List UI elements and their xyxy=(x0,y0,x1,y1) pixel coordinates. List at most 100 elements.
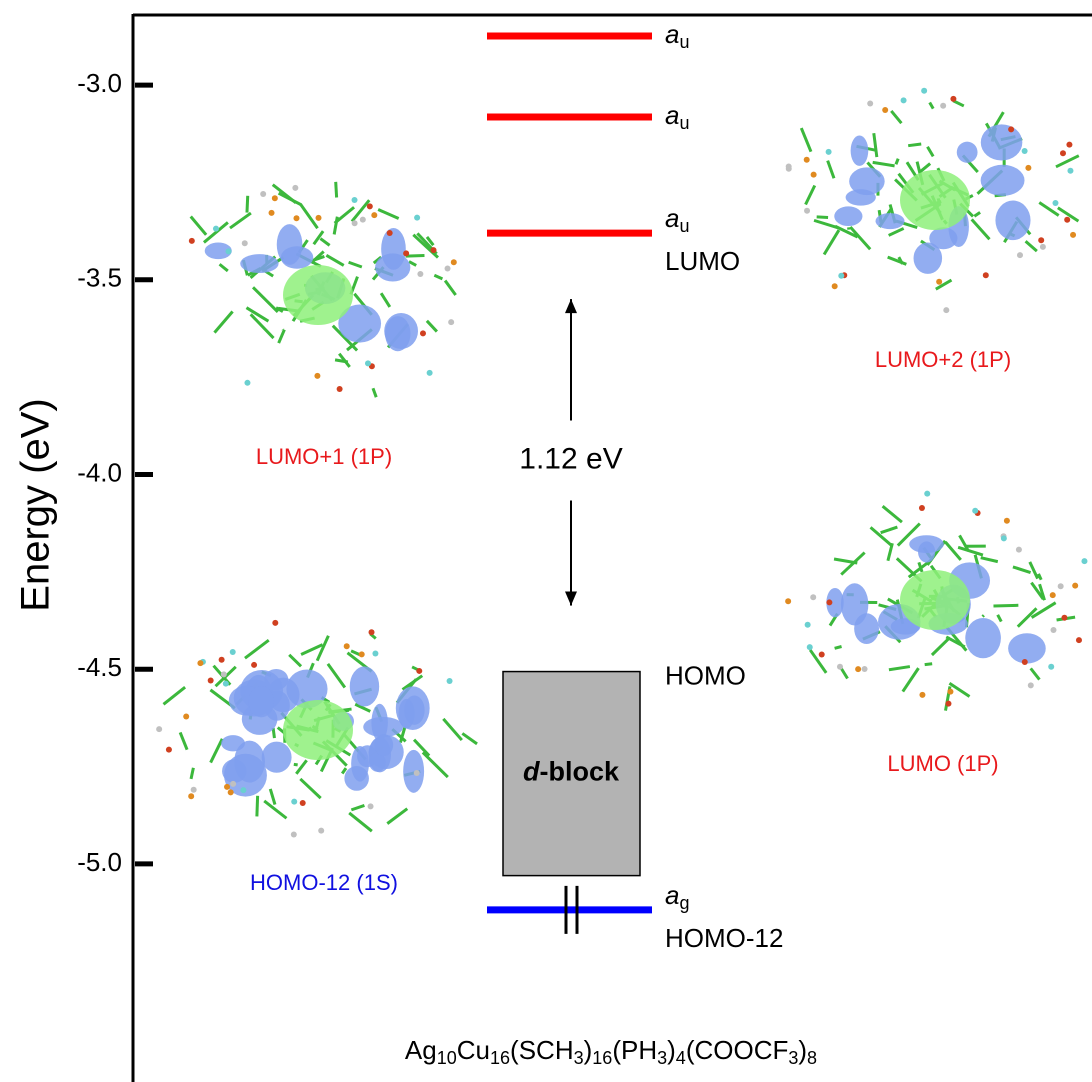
atom xyxy=(372,651,378,657)
symmetry-symbol: a xyxy=(665,100,679,130)
atom xyxy=(832,283,838,289)
orbital-lobe xyxy=(399,699,415,729)
atom xyxy=(919,505,925,511)
atom xyxy=(1022,148,1028,154)
bond xyxy=(289,655,301,667)
atom xyxy=(837,664,843,670)
atom xyxy=(244,380,250,386)
bond xyxy=(300,204,317,228)
orbital-lobe xyxy=(981,124,1023,160)
orbital-lobe xyxy=(834,206,862,226)
atom xyxy=(188,793,194,799)
atom xyxy=(1067,168,1073,174)
atom xyxy=(1060,150,1066,156)
orbital-lobe xyxy=(283,265,353,325)
bond xyxy=(824,230,839,254)
orbital-lobe xyxy=(221,735,245,751)
bond xyxy=(888,257,907,264)
symmetry-symbol: a xyxy=(665,19,679,49)
bond xyxy=(903,668,919,691)
bond xyxy=(313,256,324,260)
bond xyxy=(204,222,228,242)
atom xyxy=(166,747,172,753)
atom xyxy=(972,508,978,514)
bond xyxy=(891,111,901,123)
bond xyxy=(983,615,984,616)
atom xyxy=(352,197,358,203)
bond xyxy=(427,321,437,332)
atom xyxy=(1070,232,1076,238)
atom xyxy=(300,800,306,806)
atom xyxy=(921,88,927,94)
arrow-head xyxy=(565,592,577,606)
orbital-lobe xyxy=(344,766,369,791)
atom xyxy=(1076,637,1082,643)
bond xyxy=(230,213,251,228)
symmetry-subscript: u xyxy=(679,113,689,133)
bond xyxy=(245,640,269,658)
y-tick-label: -3.0 xyxy=(77,68,122,98)
symmetry-subscript: g xyxy=(679,893,689,913)
orbital-lobe xyxy=(900,170,970,230)
formula-subscript: 4 xyxy=(676,1048,686,1068)
bond xyxy=(387,809,407,824)
atom xyxy=(365,360,371,366)
atom xyxy=(208,678,214,684)
bond xyxy=(326,255,343,265)
atom xyxy=(943,307,949,313)
atom xyxy=(945,701,951,707)
bond xyxy=(373,388,376,397)
bond xyxy=(945,542,960,560)
atom xyxy=(352,220,358,226)
bond xyxy=(835,646,842,648)
orbital-lobe xyxy=(262,742,292,773)
atom xyxy=(1025,165,1031,171)
formula-part: Ag xyxy=(405,1035,437,1065)
bond xyxy=(317,636,328,661)
bond xyxy=(908,144,921,146)
bond xyxy=(211,739,223,763)
atom xyxy=(940,103,946,109)
atom xyxy=(826,599,832,605)
atom xyxy=(1040,244,1046,250)
atom xyxy=(810,594,816,600)
atom xyxy=(1064,217,1070,223)
bond xyxy=(279,330,285,343)
bond xyxy=(998,615,1002,622)
d-block-text: -block xyxy=(539,757,619,787)
atom xyxy=(1081,558,1087,564)
atom xyxy=(1016,547,1022,553)
bond xyxy=(958,547,983,555)
bond xyxy=(1056,156,1079,167)
atom xyxy=(337,386,343,392)
atom xyxy=(369,629,375,635)
atom xyxy=(1051,627,1057,633)
atom xyxy=(1022,659,1028,665)
orbital-lobe xyxy=(283,700,353,760)
bond xyxy=(883,506,902,522)
bond xyxy=(889,667,910,670)
bond xyxy=(253,287,278,312)
atom xyxy=(448,319,454,325)
atom xyxy=(1028,682,1034,688)
atom xyxy=(221,671,227,677)
bond xyxy=(930,102,934,108)
formula-subscript: 10 xyxy=(437,1048,457,1068)
bond xyxy=(850,227,870,249)
formula-part: ) xyxy=(584,1035,593,1065)
atom xyxy=(291,799,297,805)
bond xyxy=(889,228,904,235)
formula-part: (PH xyxy=(612,1035,657,1065)
bond xyxy=(1031,668,1040,679)
atom xyxy=(1038,237,1044,243)
formula-subscript: 3 xyxy=(657,1048,667,1068)
atom xyxy=(272,620,278,626)
orbital-lobe xyxy=(981,165,1025,196)
formula-part: (SCH xyxy=(510,1035,574,1065)
atom xyxy=(189,238,195,244)
atom xyxy=(1072,583,1078,589)
formula-part: Cu xyxy=(457,1035,490,1065)
atom xyxy=(924,491,930,497)
orbital-lobe xyxy=(957,142,978,163)
homo-label: HOMO xyxy=(665,660,746,690)
